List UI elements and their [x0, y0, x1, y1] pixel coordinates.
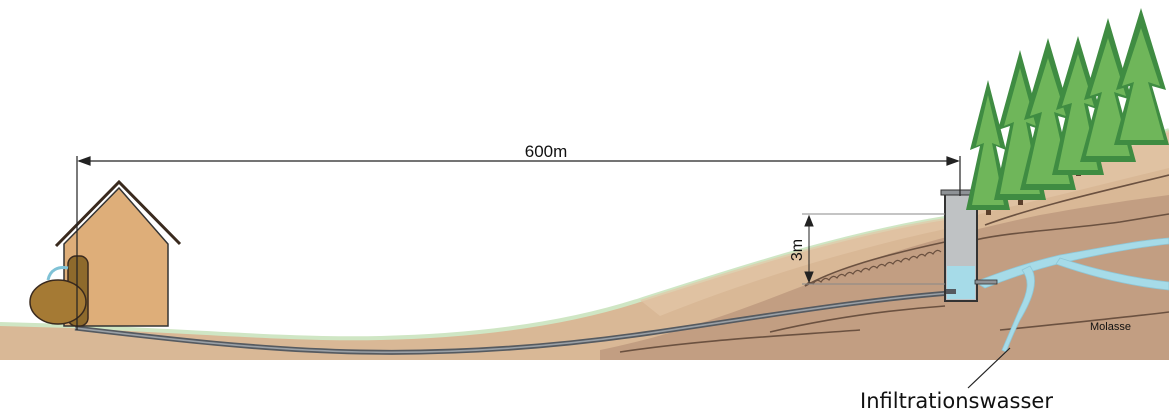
fir-tree-icon	[1114, 8, 1169, 145]
distance-dimension	[76, 156, 961, 330]
fountain-trough-icon	[29, 255, 89, 327]
deep-soil-layer	[600, 195, 1169, 360]
distance-label: 600m	[525, 142, 568, 161]
forest	[966, 8, 1169, 215]
rock-layer-label: Molasse	[1090, 321, 1131, 333]
topsoil-band	[640, 130, 1169, 316]
infiltration-label: Infiltrationswasser	[860, 389, 1053, 413]
height-label: 3m	[789, 239, 806, 261]
soil-layer-lines	[619, 174, 1169, 353]
height-dimension	[802, 213, 945, 285]
water-veins	[974, 237, 1169, 353]
spring-shaft-icon	[940, 189, 998, 302]
infiltration-pointer	[967, 347, 1011, 389]
